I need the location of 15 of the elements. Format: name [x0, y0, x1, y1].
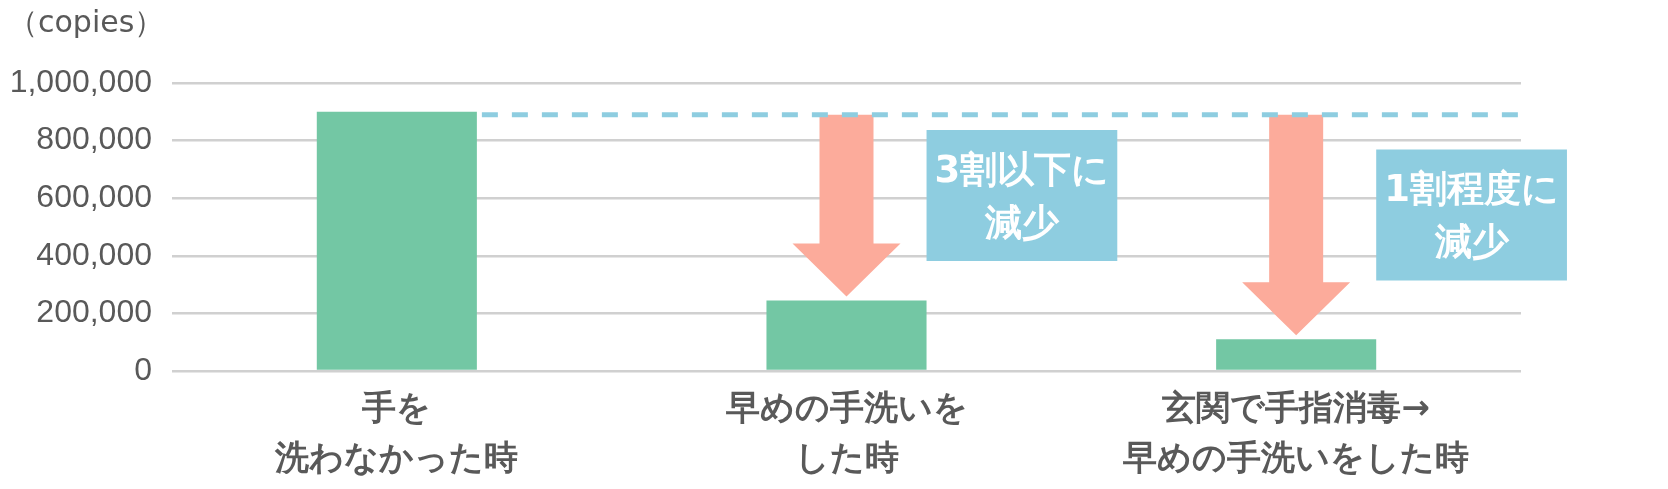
y-tick-label: 200,000 [36, 293, 152, 330]
y-tick-label: 800,000 [36, 120, 152, 157]
y-tick-label: 0 [134, 350, 152, 387]
annotation: 3割以下に減少 [934, 147, 1110, 244]
bar [316, 111, 477, 370]
y-axis-title: （copies） [8, 3, 165, 39]
y-tick-label: 400,000 [36, 235, 152, 272]
x-tick-label: 手を洗わなかった時 [274, 386, 519, 477]
bar [766, 300, 927, 370]
x-tick-label: 早めの手洗いをした時 [724, 386, 968, 477]
y-tick-label: 1,000,000 [9, 62, 152, 99]
x-tick-label: 玄関で手指消毒→早めの手洗いをした時 [1122, 386, 1470, 477]
bar [1216, 339, 1377, 370]
y-tick-label: 600,000 [36, 178, 152, 215]
annotation: 1割程度に減少 [1384, 167, 1559, 264]
